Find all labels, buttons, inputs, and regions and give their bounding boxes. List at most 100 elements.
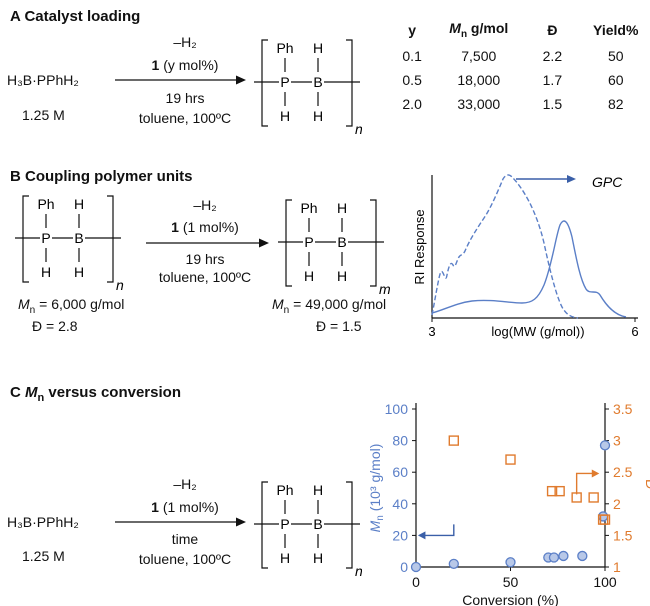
- right-tick-label: 1: [613, 559, 621, 575]
- gpc-y-label: RI Response: [412, 209, 427, 284]
- table-cell: 2.0: [402, 95, 422, 112]
- phosphorus-label: P: [280, 516, 289, 532]
- left-tick-label: 80: [392, 433, 408, 449]
- arrow-right-icon: [591, 469, 600, 478]
- catalyst-number: 1: [151, 57, 160, 73]
- panel-b-conditions: toluene, 100ºC: [158, 269, 252, 285]
- hydrogen-label: H: [280, 550, 290, 566]
- dispersity-data-point: [588, 492, 599, 503]
- x-tick-label: 0: [412, 574, 420, 590]
- catalyst-amount: (1 mol%): [162, 499, 219, 515]
- hydrogen-label: H: [337, 268, 347, 284]
- table-row: 2.0 33,000 1.5 82: [390, 92, 650, 116]
- mn-data-point: [599, 440, 611, 451]
- dispersity-data-point: [554, 485, 565, 497]
- phenyl-label: Ph: [276, 482, 293, 498]
- left-tick-label: 20: [392, 527, 408, 543]
- panel-c-reactant: H₃B·PPhH₂: [7, 514, 79, 530]
- catalyst-amount: (1 mol%): [182, 219, 239, 235]
- panel-c-arrow-top: –H₂: [173, 476, 197, 492]
- left-tick-label: 40: [392, 496, 408, 512]
- phenyl-label: Ph: [300, 200, 317, 216]
- table-cell: 2.2: [542, 47, 563, 64]
- left-tick-label: 60: [392, 464, 408, 480]
- table-cell: 60: [607, 71, 624, 88]
- hydrogen-label: H: [304, 268, 314, 284]
- panel-b-catalyst: 1 (1 mol%): [135, 219, 275, 235]
- panel-a-table: y Mn g/mol Đ Yield% 0.1 7,500 2.2 50 0.5…: [390, 20, 650, 116]
- dispersity-data-point: [599, 514, 611, 525]
- gpc-trace-after: [431, 220, 627, 318]
- panel-b-time: 19 hrs: [185, 251, 225, 267]
- repeat-subscript: n: [355, 563, 362, 578]
- gpc-trace-before: [431, 174, 579, 319]
- mn-data-point: [410, 561, 422, 573]
- arrow-right-icon: [567, 175, 576, 183]
- table-row: 0.1 7,500 2.2 50: [390, 44, 650, 68]
- panel-b-arrow-top: –H₂: [193, 197, 217, 213]
- right-axis-indicator: [575, 472, 594, 495]
- hydrogen-label: H: [313, 482, 323, 498]
- x-axis-label: Conversion (%): [462, 592, 558, 606]
- phosphorus-label: P: [280, 74, 289, 90]
- left-tick-label: 100: [385, 401, 409, 417]
- left-tick-label: 0: [400, 559, 408, 575]
- gpc-tag: GPC: [592, 174, 623, 190]
- right-tick-label: 3: [613, 433, 621, 449]
- repeat-subscript: n: [355, 121, 362, 136]
- panel-a-concentration: 1.25 M: [22, 107, 65, 123]
- panel-b-right-polymer: Ph P H H B H m: [278, 199, 391, 296]
- gpc-x-label: log(MW (g/mol)): [491, 324, 584, 339]
- boron-label: B: [313, 74, 322, 90]
- panel-b-left-polymer: Ph P H H B H n: [15, 195, 124, 292]
- x-tick-label: 100: [593, 574, 617, 590]
- phosphorus-label: P: [41, 230, 50, 246]
- gpc-plot: RI Response 3 6 log(MW (g/mol)) GPC: [412, 174, 639, 339]
- panel-b-title: B Coupling polymer units: [10, 168, 193, 185]
- panel-b-reaction-arrow: [146, 238, 269, 248]
- hydrogen-label: H: [337, 200, 347, 216]
- table-cell: 1.7: [542, 71, 563, 88]
- table-row: 0.5 18,000 1.7 60: [390, 68, 650, 92]
- hydrogen-label: H: [74, 264, 84, 280]
- boron-label: B: [337, 234, 346, 250]
- catalyst-number: 1: [171, 219, 179, 235]
- table-cell: 18,000: [457, 71, 501, 88]
- panel-b-right-dispersity: Đ = 1.5: [316, 318, 362, 334]
- table-cell: 50: [607, 47, 624, 64]
- mn-data-point: [548, 552, 560, 563]
- right-axis-label: Đ: [643, 479, 650, 489]
- table-cell: 1.5: [542, 95, 563, 112]
- panel-c-conditions: toluene, 100ºC: [138, 551, 232, 567]
- panel-c-title: C Mn versus conversion: [10, 384, 181, 404]
- phenyl-label: Ph: [37, 196, 54, 212]
- hydrogen-label: H: [313, 40, 323, 56]
- panel-a-arrow-top: –H₂: [173, 34, 197, 50]
- left-axis-label: Mn (10³ g/mol): [367, 444, 386, 533]
- mn-data-point: [505, 557, 516, 568]
- dispersity-data-point: [546, 485, 558, 497]
- dispersity-data-point: [571, 492, 582, 503]
- right-tick-label: 2.5: [613, 464, 633, 480]
- catalyst-number: 1: [151, 499, 159, 515]
- table-header-yield: Yield%: [593, 21, 639, 38]
- arrow-left-icon: [417, 531, 426, 540]
- panel-a-conditions: toluene, 100ºC: [138, 110, 232, 126]
- panel-b-left-mn: Mn = 6,000 g/mol: [18, 296, 125, 316]
- table-header-mn: Mn g/mol: [449, 20, 509, 40]
- table-cell: 33,000: [457, 95, 501, 112]
- repeat-subscript: m: [379, 281, 391, 296]
- mn-data-point: [558, 550, 569, 562]
- x-tick-label: 50: [503, 574, 519, 590]
- panel-c-catalyst: 1 (1 mol%): [115, 499, 255, 515]
- phosphorus-label: P: [304, 234, 313, 250]
- mn-data-point: [577, 550, 588, 562]
- phenyl-label: Ph: [276, 40, 293, 56]
- boron-label: B: [74, 230, 83, 246]
- gpc-x-min: 3: [428, 324, 435, 339]
- hydrogen-label: H: [41, 264, 51, 280]
- table-header-y: y: [408, 21, 417, 38]
- panel-c-time: time: [171, 531, 199, 547]
- hydrogen-label: H: [280, 108, 290, 124]
